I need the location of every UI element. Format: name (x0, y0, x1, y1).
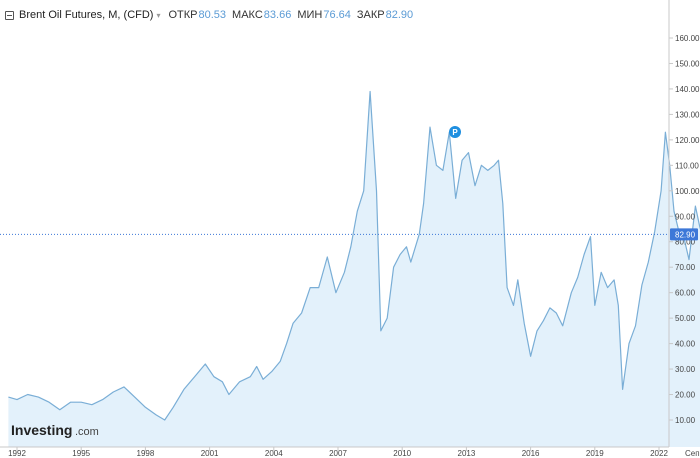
x-edge-label: Сеп (685, 449, 700, 458)
chevron-down-icon[interactable]: ▾ (156, 10, 161, 20)
low-value: 76.64 (323, 9, 351, 21)
x-tick-label: 1995 (72, 449, 90, 458)
chart-header: Brent Oil Futures, M, (CFD) ▾ ОТКР 80.53… (5, 7, 419, 23)
close-label: ЗАКР (356, 9, 385, 21)
current-price-tag (670, 228, 698, 241)
series-collapse-icon[interactable] (5, 10, 14, 20)
x-tick-label: 2013 (458, 449, 476, 458)
y-tick-label: 40.00 (675, 340, 696, 349)
x-tick-label: 2007 (329, 449, 347, 458)
low-label: МИН (297, 9, 323, 21)
y-tick-label: 120.00 (675, 136, 700, 145)
y-tick-label: 30.00 (675, 365, 696, 374)
high-value: 83.66 (263, 9, 292, 21)
y-tick-label: 10.00 (675, 416, 696, 425)
y-tick-label: 80.00 (675, 238, 696, 247)
event-marker-icon[interactable] (449, 126, 461, 138)
high-label: МАКС (232, 9, 263, 21)
open-value: 80.53 (198, 9, 227, 21)
x-tick-label: 2001 (201, 449, 219, 458)
y-tick-label: 150.00 (675, 59, 700, 68)
y-tick-label: 50.00 (675, 314, 696, 323)
x-tick-label: 2004 (265, 449, 283, 458)
price-series-line (8, 90, 700, 421)
x-tick-label: 2016 (522, 449, 540, 458)
x-tick-label: 2019 (586, 449, 604, 458)
open-label: ОТКР (168, 9, 198, 21)
y-tick-label: 100.00 (675, 187, 700, 196)
y-tick-label: 90.00 (675, 212, 696, 221)
y-tick-label: 20.00 (675, 391, 696, 400)
y-tick-label: 130.00 (675, 110, 700, 119)
y-tick-label: 140.00 (675, 85, 700, 94)
current-price-label: 82.90 (675, 230, 696, 239)
y-tick-label: 160.00 (675, 34, 700, 43)
investing-logo-suffix: .com (75, 426, 99, 438)
chart-title: Brent Oil Futures, M, (CFD) (19, 9, 154, 21)
close-value: 82.90 (385, 9, 414, 21)
price-area-fill (8, 91, 700, 447)
investing-logo: Investing (11, 422, 72, 438)
x-tick-label: 2010 (393, 449, 411, 458)
x-tick-label: 2022 (650, 449, 668, 458)
y-tick-label: 70.00 (675, 263, 696, 272)
x-tick-label: 1998 (137, 449, 155, 458)
x-tick-label: 1992 (8, 449, 26, 458)
event-marker-label: P (452, 128, 458, 137)
y-tick-label: 110.00 (675, 161, 699, 170)
y-tick-label: 60.00 (675, 289, 696, 298)
